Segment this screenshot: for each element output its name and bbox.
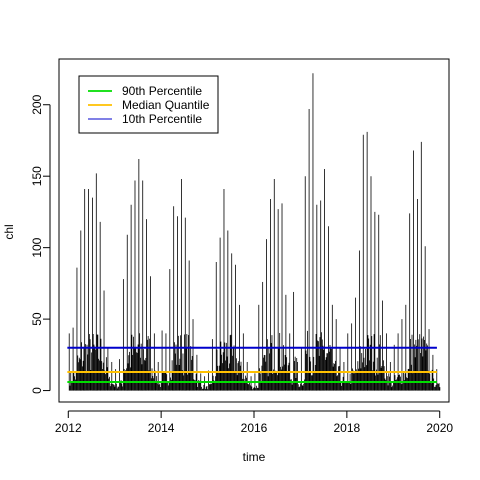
x-tick-label: 2018 [334, 421, 361, 435]
y-tick-label: 150 [30, 166, 44, 186]
y-axis-label: chl [2, 224, 16, 239]
legend-label-10th: 10th Percentile [122, 112, 202, 126]
legend-label-median: Median Quantile [122, 98, 210, 112]
x-tick-label: 2020 [426, 421, 453, 435]
x-tick-label: 2014 [148, 421, 175, 435]
y-axis: 0 50 100 150 200 [30, 94, 51, 394]
legend: 90th Percentile Median Quantile 10th Per… [78, 75, 219, 134]
y-tick-label: 100 [30, 237, 44, 257]
y-tick-label: 200 [30, 94, 44, 114]
x-axis: 2012 2014 2016 2018 2020 [55, 410, 453, 435]
x-tick-label: 2012 [55, 421, 82, 435]
plot-frame [58, 58, 450, 403]
reference-lines [67, 346, 437, 383]
y-tick-label: 0 [30, 387, 44, 394]
y-tick-label: 50 [30, 312, 44, 326]
legend-label-90th: 90th Percentile [122, 84, 202, 98]
x-axis-label: time [243, 450, 266, 464]
x-tick-label: 2016 [241, 421, 268, 435]
